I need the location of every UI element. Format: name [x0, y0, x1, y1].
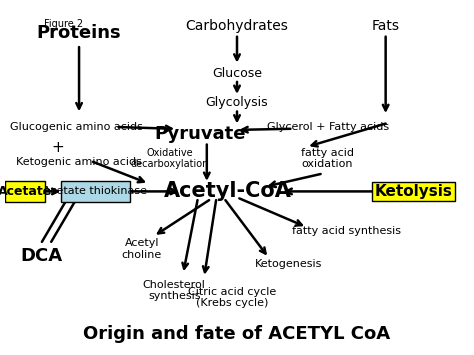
Text: Glucose: Glucose: [212, 67, 262, 80]
Text: Citric acid cycle
(Krebs cycle): Citric acid cycle (Krebs cycle): [188, 287, 276, 308]
Text: Figure 2: Figure 2: [44, 19, 83, 29]
Text: fatty acid synthesis: fatty acid synthesis: [292, 226, 401, 236]
Text: Carbohydrates: Carbohydrates: [185, 19, 289, 33]
Text: +: +: [52, 141, 64, 155]
Text: fatty acid
oxidation: fatty acid oxidation: [301, 148, 354, 169]
Text: Cholesterol
synthesis: Cholesterol synthesis: [143, 280, 206, 301]
Text: Ketogenesis: Ketogenesis: [255, 260, 322, 269]
Text: Ketogenic amino acids: Ketogenic amino acids: [16, 157, 142, 167]
Text: Glucogenic amino acids: Glucogenic amino acids: [10, 122, 143, 132]
Text: Origin and fate of ACETYL CoA: Origin and fate of ACETYL CoA: [83, 325, 391, 343]
Text: Acetate: Acetate: [0, 185, 52, 198]
Text: Ketolysis: Ketolysis: [374, 184, 453, 199]
Text: Oxidative
decarboxylation: Oxidative decarboxylation: [130, 148, 209, 169]
Text: Fats: Fats: [372, 19, 400, 33]
Text: Acetate thiokinase: Acetate thiokinase: [43, 186, 147, 196]
Text: Glycerol + Fatty acids: Glycerol + Fatty acids: [266, 122, 389, 132]
Text: Proteins: Proteins: [37, 24, 121, 42]
Text: Acetyl-CoA: Acetyl-CoA: [164, 181, 292, 201]
FancyBboxPatch shape: [61, 181, 130, 202]
Text: Glycolysis: Glycolysis: [206, 96, 268, 109]
Text: DCA: DCA: [21, 247, 63, 265]
FancyBboxPatch shape: [5, 181, 45, 202]
Text: Acetyl
choline: Acetyl choline: [122, 238, 162, 260]
Text: Pyruvate: Pyruvate: [154, 125, 246, 143]
